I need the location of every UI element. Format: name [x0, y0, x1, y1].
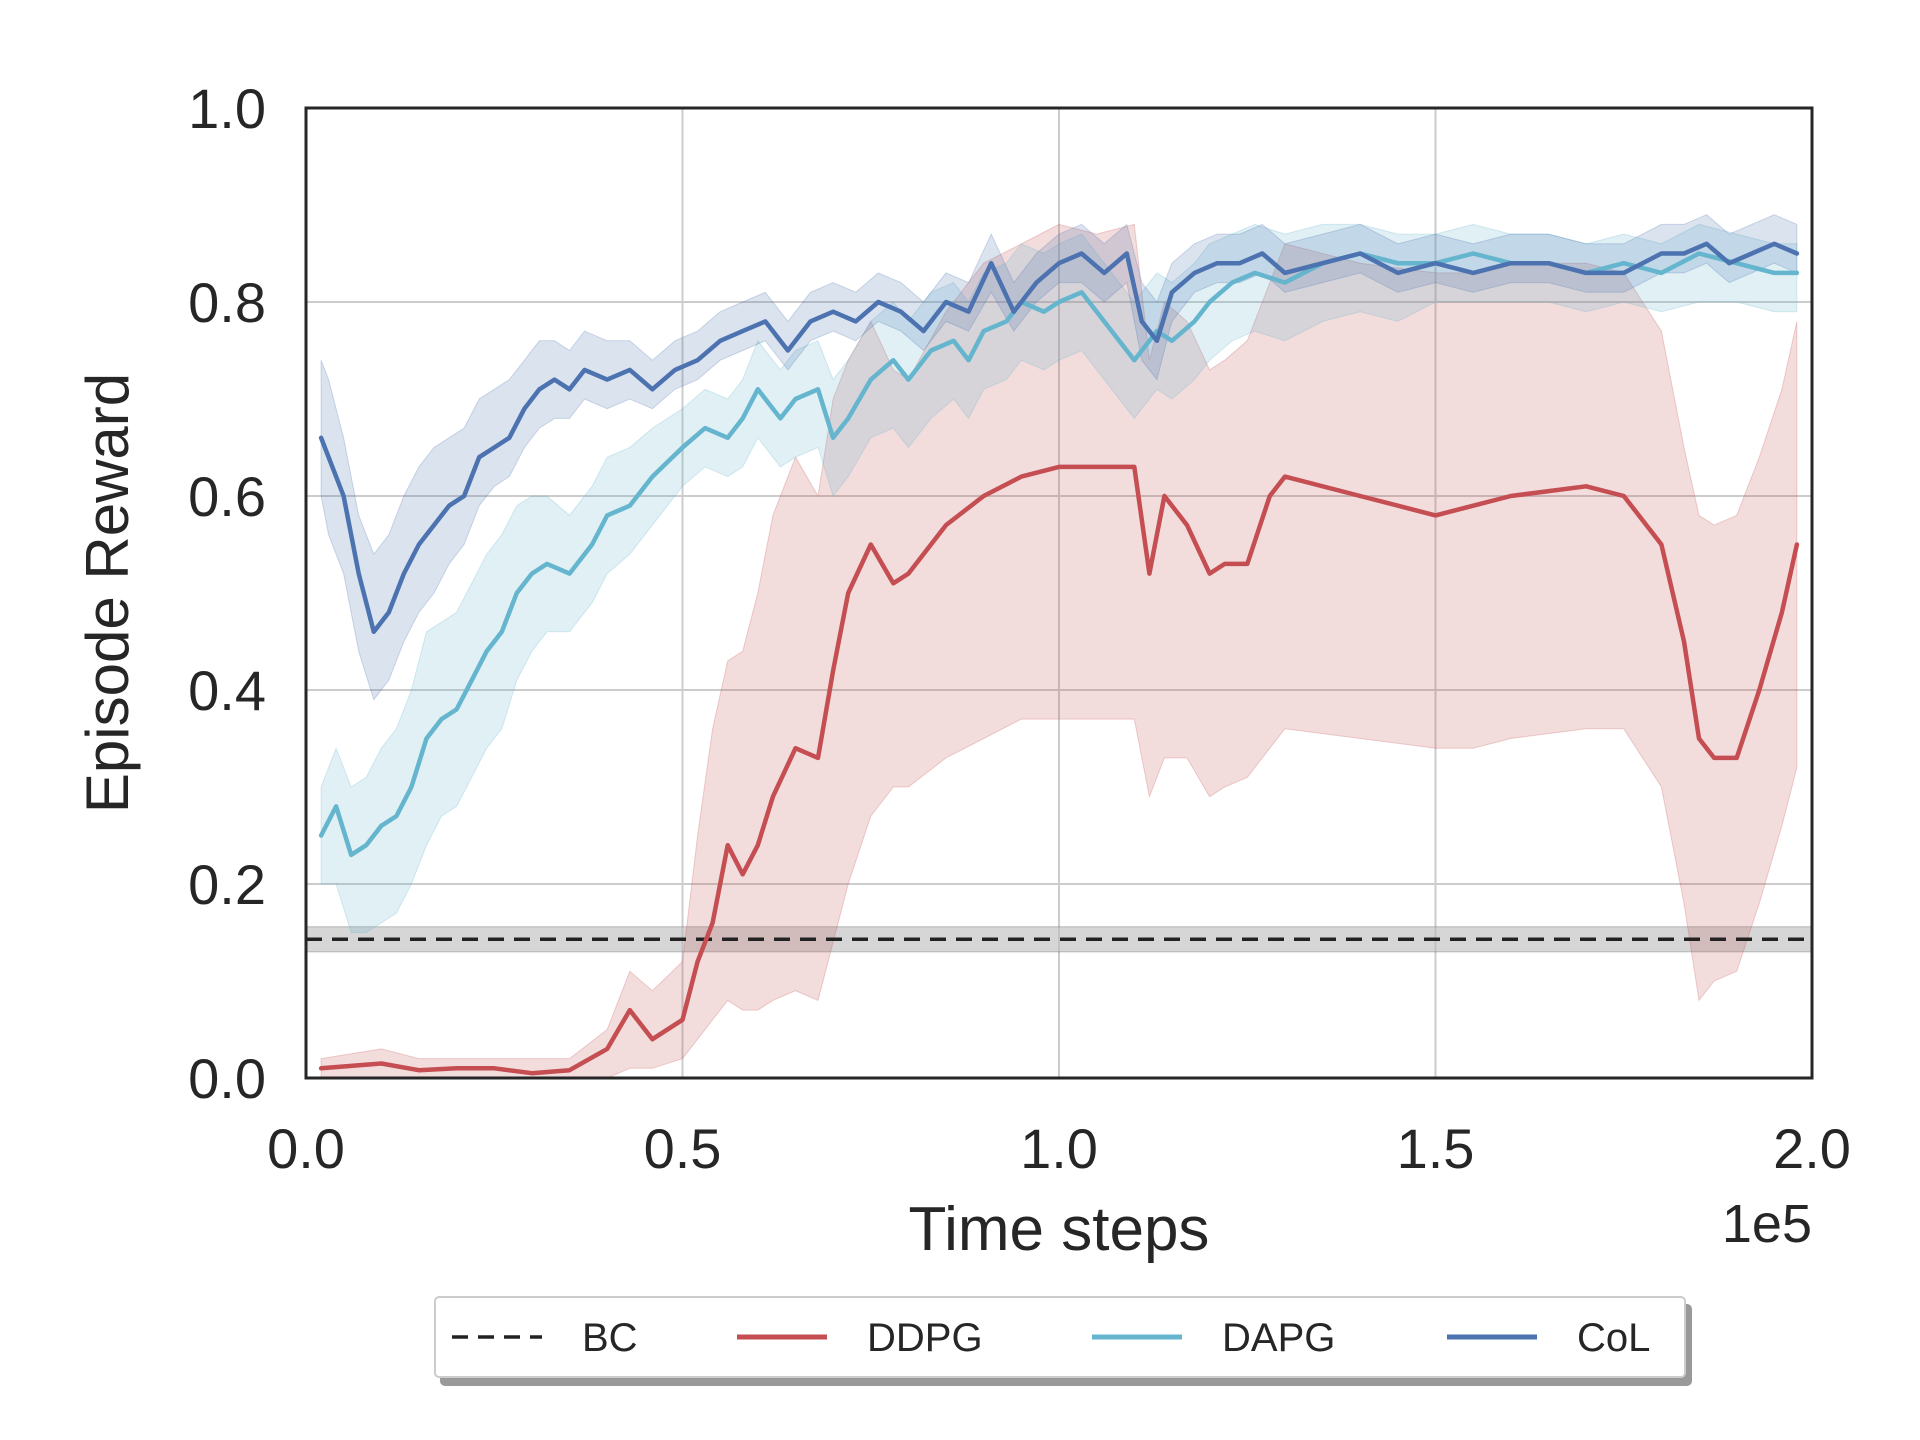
series-lines — [306, 241, 1812, 1076]
plot-frame — [304, 106, 1814, 1080]
x-axis-offset-label: 1e5 — [1722, 1194, 1812, 1254]
x-axis-label: Time steps — [909, 1195, 1210, 1264]
ddpg-line — [318, 464, 1800, 1076]
dapg-line — [318, 251, 1800, 858]
x-axis-ticks: 0.0 0.5 1.0 1.5 2.0 — [267, 1117, 1851, 1180]
legend-label-bc: BC — [582, 1316, 638, 1360]
y-axis-label: Episode Reward — [74, 373, 141, 813]
legend-box — [434, 1296, 1686, 1378]
col-line — [318, 241, 1800, 635]
y-tick-label: 0.0 — [188, 1047, 266, 1110]
legend-label-col: CoL — [1577, 1316, 1650, 1360]
y-tick-label: 0.4 — [188, 659, 266, 722]
x-tick-label: 0.5 — [644, 1117, 722, 1180]
y-tick-label: 1.0 — [188, 77, 266, 140]
legend-label-ddpg: DDPG — [867, 1316, 983, 1360]
dapg-confidence-band — [320, 223, 1798, 933]
bc-confidence-band — [306, 926, 1812, 953]
x-tick-label: 1.5 — [1397, 1117, 1475, 1180]
legend-label-dapg: DAPG — [1222, 1316, 1335, 1360]
y-tick-label: 0.6 — [188, 465, 266, 528]
y-tick-label: 0.2 — [188, 853, 266, 916]
y-axis-ticks: 0.0 0.2 0.4 0.6 0.8 1.0 — [188, 77, 266, 1110]
x-tick-label: 0.0 — [267, 1117, 345, 1180]
legend: BC DDPG DAPG CoL — [434, 1296, 1686, 1378]
confidence-bands — [306, 214, 1812, 1078]
x-tick-label: 1.0 — [1020, 1117, 1098, 1180]
ddpg-confidence-band — [320, 223, 1798, 1078]
x-tick-label: 2.0 — [1773, 1117, 1851, 1180]
y-tick-label: 0.8 — [188, 271, 266, 334]
